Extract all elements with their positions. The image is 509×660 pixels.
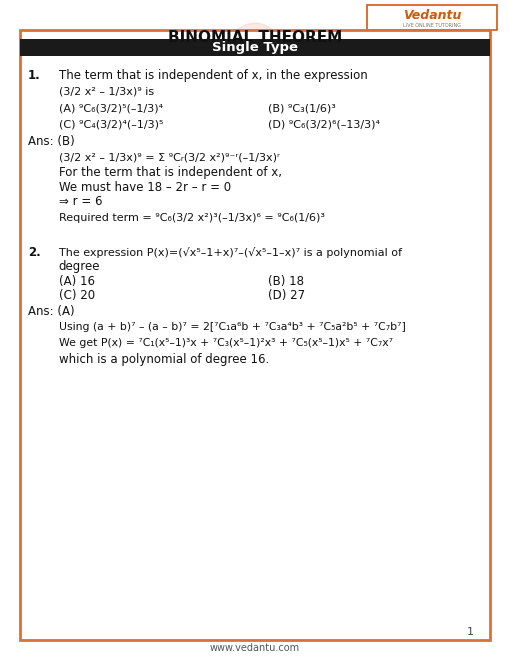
Text: Single Type: Single Type [212, 41, 297, 54]
Text: (A) 16: (A) 16 [59, 275, 95, 288]
Text: (B) 18: (B) 18 [267, 275, 303, 288]
Text: www.vedantu.com: www.vedantu.com [210, 643, 299, 653]
Text: We must have 18 – 2r – r = 0: We must have 18 – 2r – r = 0 [59, 181, 231, 194]
Text: Using (a + b)⁷ – (a – b)⁷ = 2[⁷C₁a⁶b + ⁷C₃a⁴b³ + ⁷C₅a²b⁵ + ⁷C₇b⁷]: Using (a + b)⁷ – (a – b)⁷ = 2[⁷C₁a⁶b + ⁷… [59, 322, 405, 333]
Text: Ans: (A): Ans: (A) [28, 305, 74, 318]
Text: (C) ⁹C₄(3/2)⁴(–1/3)⁵: (C) ⁹C₄(3/2)⁴(–1/3)⁵ [59, 119, 163, 129]
Text: ⇒ r = 6: ⇒ r = 6 [59, 195, 102, 209]
Text: 2.: 2. [28, 246, 41, 259]
Text: LIVE ONLINE TUTORING: LIVE ONLINE TUTORING [403, 22, 461, 28]
FancyBboxPatch shape [20, 39, 489, 56]
Text: Vedantu: Vedantu [403, 9, 461, 22]
Text: The expression P(x)=(√x⁵–1+x)⁷–(√x⁵–1–x)⁷ is a polynomial of: The expression P(x)=(√x⁵–1+x)⁷–(√x⁵–1–x)… [59, 247, 401, 257]
Text: (3/2 x² – 1/3x)⁹ = Σ ⁹Cᵣ(3/2 x²)⁹⁻ʳ(–1/3x)ʳ: (3/2 x² – 1/3x)⁹ = Σ ⁹Cᵣ(3/2 x²)⁹⁻ʳ(–1/3… [59, 152, 279, 162]
Text: For the term that is independent of x,: For the term that is independent of x, [59, 166, 281, 180]
Text: (D) 27: (D) 27 [267, 289, 304, 302]
Text: (3/2 x² – 1/3x)⁹ is: (3/2 x² – 1/3x)⁹ is [59, 86, 154, 96]
Circle shape [221, 23, 288, 109]
Text: which is a polynomial of degree 16.: which is a polynomial of degree 16. [59, 352, 268, 366]
Text: (A) ⁹C₆(3/2)⁵(–1/3)⁴: (A) ⁹C₆(3/2)⁵(–1/3)⁴ [59, 103, 162, 114]
FancyBboxPatch shape [366, 5, 496, 30]
Text: We get P(x) = ⁷C₁(x⁵–1)³x + ⁷C₃(x⁵–1)²x³ + ⁷C₅(x⁵–1)x⁵ + ⁷C₇x⁷: We get P(x) = ⁷C₁(x⁵–1)³x + ⁷C₃(x⁵–1)²x³… [59, 338, 392, 348]
Text: (C) 20: (C) 20 [59, 289, 95, 302]
Text: 1.: 1. [28, 69, 41, 82]
Polygon shape [76, 79, 433, 429]
Text: Ans: (B): Ans: (B) [28, 135, 75, 148]
Text: BINOMIAL THEOREM: BINOMIAL THEOREM [167, 30, 342, 45]
Text: (B) ⁹C₃(1/6)³: (B) ⁹C₃(1/6)³ [267, 103, 335, 114]
FancyBboxPatch shape [20, 30, 489, 640]
Text: Required term = ⁹C₆(3/2 x²)³(–1/3x)⁶ = ⁹C₆(1/6)³: Required term = ⁹C₆(3/2 x²)³(–1/3x)⁶ = ⁹… [59, 213, 324, 223]
Text: The term that is independent of x, in the expression: The term that is independent of x, in th… [59, 69, 366, 82]
Text: 1: 1 [466, 627, 473, 638]
Text: (D) ⁹C₆(3/2)⁶(–13/3)⁴: (D) ⁹C₆(3/2)⁶(–13/3)⁴ [267, 119, 379, 129]
Text: degree: degree [59, 260, 100, 273]
